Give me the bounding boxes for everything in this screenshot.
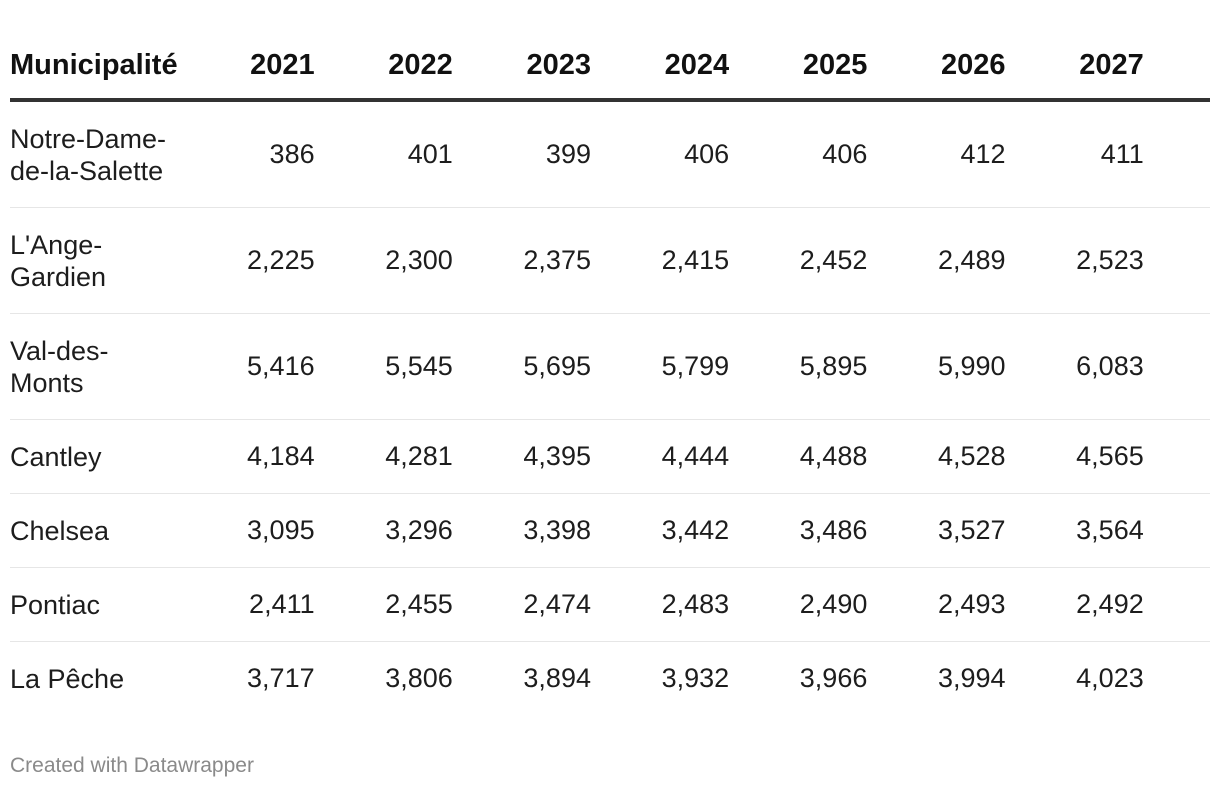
value-cell-2023: 2,474 — [460, 567, 599, 642]
table-row: Pontiac 2,411 2,455 2,474 2,483 2,490 2,493 2,4… — [10, 567, 1210, 642]
column-header-2025[interactable]: 2025 — [737, 32, 876, 102]
value-cell-2025: 406 — [737, 100, 876, 208]
value-cell-2022: 4,281 — [322, 419, 461, 494]
value-cell-2024: 406 — [598, 100, 738, 208]
municipality-name-cell: Pontiac — [10, 567, 185, 642]
value-cell-2025: 5,895 — [737, 313, 876, 420]
value-cell-2025: 3,486 — [737, 493, 876, 568]
value-cell-2024: 4,444 — [598, 419, 738, 494]
value-cell-2023: 3,398 — [460, 493, 599, 568]
column-header-2026[interactable]: 2026 — [875, 32, 1014, 102]
value-cell-2022: 2,455 — [322, 567, 461, 642]
column-header-2021[interactable]: 2021 — [184, 32, 323, 102]
table-row: Cantley 4,184 4,281 4,395 4,444 4,488 4,528 4,5… — [10, 419, 1210, 494]
value-cell-2028: 3, — [1151, 493, 1210, 568]
value-cell-2023: 2,375 — [460, 207, 599, 314]
value-cell-2026: 412 — [875, 100, 1014, 208]
datawrapper-credit: Created with Datawrapper — [10, 754, 254, 777]
value-cell-2022: 5,545 — [322, 313, 461, 420]
table-body: Notre-Dame-de-la-Salette 386 401 399 406 406 4… — [10, 100, 1210, 715]
value-cell-2028 — [1151, 100, 1210, 208]
value-cell-2027: 2,523 — [1013, 207, 1152, 314]
value-cell-2026: 3,994 — [937, 663, 1006, 693]
value-cell-2024: 5,799 — [598, 313, 738, 420]
value-cell-2025: 4,488 — [737, 419, 876, 494]
value-cell-2025: 2,452 — [737, 207, 876, 314]
value-cell-2022: 3,296 — [322, 493, 461, 568]
municipality-name-cell: Chelsea — [10, 493, 185, 568]
value-cell-2028: 6, — [1151, 313, 1210, 420]
value-cell-2021: 5,416 — [184, 313, 323, 420]
municipality-name-cell: L'Ange-Gardien — [10, 207, 185, 314]
value-cell-2027: 6,083 — [1013, 313, 1152, 420]
column-header-2022[interactable]: 2022 — [322, 32, 461, 102]
value-cell-2026: 4,528 — [875, 419, 1014, 494]
value-cell-2025: 2,490 — [737, 567, 876, 642]
value-cell-2024: 3,442 — [598, 493, 738, 568]
value-cell-2021: 3,095 — [184, 493, 323, 568]
value-cell-2024: 2,415 — [598, 207, 738, 314]
column-header-municipalite[interactable]: Municipalité — [10, 32, 185, 102]
value-cell-2021: 2,225 — [184, 207, 323, 314]
value-cell-2025: 3,966 — [799, 663, 868, 693]
column-header-2023[interactable]: 2023 — [460, 32, 599, 102]
table-header-row: Municipalité 2021 2022 2023 2024 2025 2026 2027… — [10, 32, 1210, 102]
value-cell-2021: 4,184 — [184, 419, 323, 494]
value-cell-2026: 2,493 — [875, 567, 1014, 642]
value-cell-2023: 5,695 — [460, 313, 599, 420]
value-cell-2024: 2,483 — [598, 567, 738, 642]
value-cell-2027: 3,564 — [1013, 493, 1152, 568]
column-header-2027[interactable]: 2027 — [1013, 32, 1152, 102]
value-cell-2027: 4,565 — [1013, 419, 1152, 494]
value-cell-2022: 2,300 — [322, 207, 461, 314]
value-cell-2028: 4, — [1151, 419, 1210, 494]
table-row: Chelsea 3,095 3,296 3,398 3,442 3,486 3,527 3,5… — [10, 493, 1210, 568]
column-header-2024[interactable]: 2024 — [598, 32, 738, 102]
population-table-container: Municipalité 2021 2022 2023 2024 2025 2026 2027… — [10, 32, 1210, 715]
value-cell-2021: 3,717 — [247, 663, 315, 693]
value-cell-2021: 2,411 — [184, 567, 323, 642]
table-row: Notre-Dame-de-la-Salette 386 401 399 406 406 4… — [10, 100, 1210, 208]
value-cell-2024: 3,932 — [661, 663, 730, 693]
value-cell-2026: 5,990 — [875, 313, 1014, 420]
value-cell-2021: 386 — [184, 100, 323, 208]
table-row: L'Ange-Gardien 2,225 2,300 2,375 2,415 2,452 2… — [10, 207, 1210, 314]
value-cell-2022: 401 — [322, 100, 461, 208]
value-cell-2022: 3,806 — [385, 663, 453, 693]
municipality-name-cell: Val-des-Monts — [10, 313, 185, 420]
value-cell-2028: 4, — [1152, 642, 1210, 716]
value-cell-2023: 399 — [460, 100, 599, 208]
value-cell-2023: 4,395 — [460, 419, 599, 494]
value-cell-2026: 3,527 — [875, 493, 1014, 568]
value-cell-2028: 2, — [1151, 567, 1210, 642]
municipality-name-cell: La Pêche — [10, 663, 125, 694]
table-row: Val-des-Monts 5,416 5,545 5,695 5,799 5,895 5,… — [10, 313, 1210, 420]
municipality-name-cell: Notre-Dame-de-la-Salette — [10, 100, 185, 208]
column-header-2028[interactable]: 2028 — [1151, 32, 1210, 102]
population-table: Municipalité 2021 2022 2023 2024 2025 2026 2027… — [10, 32, 1210, 715]
table-row: La Pêche 3,717 3,806 3,894 3,932 3,966 3,994 4,… — [10, 642, 1210, 716]
value-cell-2027: 2,492 — [1013, 567, 1152, 642]
municipality-name-cell: Cantley — [10, 419, 185, 494]
value-cell-2023: 3,894 — [523, 663, 591, 693]
value-cell-2027: 411 — [1013, 100, 1152, 208]
value-cell-2028: 2, — [1151, 207, 1210, 314]
value-cell-2027: 4,023 — [1076, 663, 1144, 693]
value-cell-2026: 2,489 — [875, 207, 1014, 314]
